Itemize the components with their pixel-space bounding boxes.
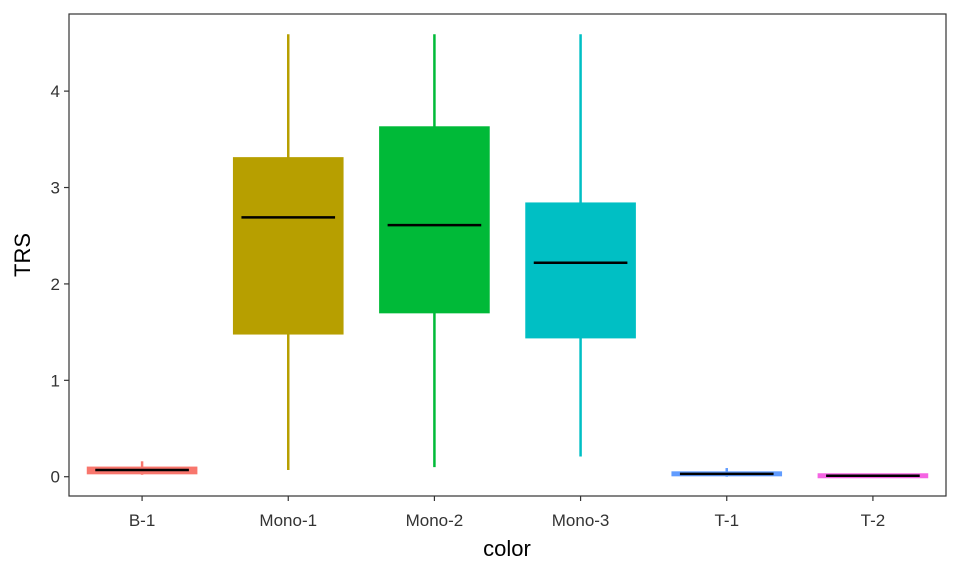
y-tick-label: 0 (51, 468, 60, 487)
x-axis-title: color (483, 536, 531, 561)
x-axis: B-1 Mono-1 Mono-2 Mono-3 T-1 T-2 (129, 496, 885, 530)
x-tick-label: T-2 (861, 511, 886, 530)
y-tick-label: 2 (51, 275, 60, 294)
y-axis-title: TRS (10, 233, 35, 277)
box-iqr (525, 202, 636, 339)
plot-panel (68, 13, 947, 497)
box-iqr (379, 126, 490, 314)
box-T-2 (817, 473, 929, 479)
y-tick-label: 3 (51, 179, 60, 198)
y-axis: 0 1 2 3 4 (51, 82, 69, 487)
boxplot-series (86, 34, 929, 479)
y-tick-label: 4 (51, 82, 60, 101)
y-tick-label: 1 (51, 371, 60, 390)
box-Mono-3 (525, 34, 636, 457)
box-iqr (232, 157, 344, 335)
x-tick-label: Mono-2 (406, 511, 464, 530)
box-B-1 (86, 461, 198, 475)
x-tick-label: Mono-3 (552, 511, 610, 530)
box-T-1 (671, 468, 783, 477)
box-Mono-2 (379, 34, 490, 468)
x-tick-label: Mono-1 (259, 511, 317, 530)
box-Mono-1 (232, 34, 344, 470)
x-tick-label: T-1 (714, 511, 739, 530)
x-tick-label: B-1 (129, 511, 155, 530)
